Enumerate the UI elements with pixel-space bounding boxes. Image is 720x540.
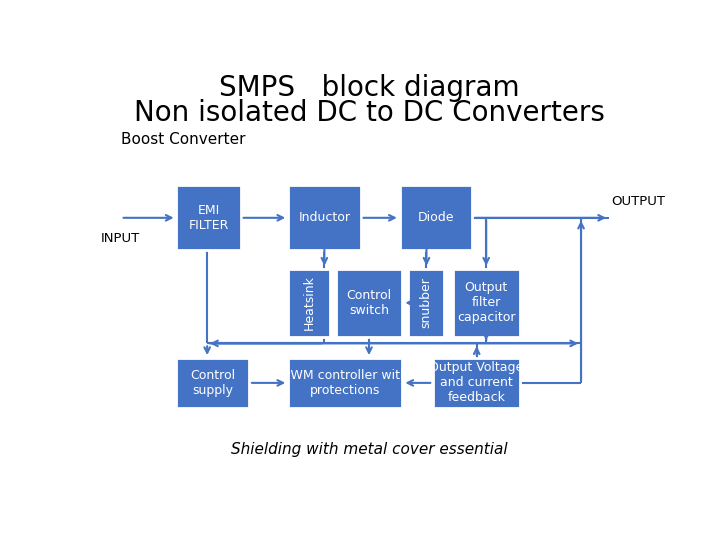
Text: Non isolated DC to DC Converters: Non isolated DC to DC Converters bbox=[134, 99, 604, 126]
Text: INPUT: INPUT bbox=[101, 232, 140, 245]
FancyBboxPatch shape bbox=[176, 358, 249, 408]
FancyBboxPatch shape bbox=[288, 268, 330, 337]
Text: Shielding with metal cover essential: Shielding with metal cover essential bbox=[230, 442, 508, 457]
Text: Control
supply: Control supply bbox=[190, 369, 235, 397]
Text: SMPS   block diagram: SMPS block diagram bbox=[219, 73, 519, 102]
Text: Output Voltage
and current
feedback: Output Voltage and current feedback bbox=[429, 361, 523, 404]
Text: Control
switch: Control switch bbox=[346, 289, 392, 317]
Text: PWM controller with
protections: PWM controller with protections bbox=[283, 369, 408, 397]
Text: snubber: snubber bbox=[420, 278, 433, 328]
FancyBboxPatch shape bbox=[176, 185, 240, 250]
FancyBboxPatch shape bbox=[288, 358, 402, 408]
Text: Inductor: Inductor bbox=[298, 211, 351, 224]
Text: Boost Converter: Boost Converter bbox=[121, 132, 246, 147]
Text: OUTPUT: OUTPUT bbox=[612, 195, 666, 208]
FancyBboxPatch shape bbox=[400, 185, 472, 250]
FancyBboxPatch shape bbox=[433, 358, 520, 408]
Text: EMI
FILTER: EMI FILTER bbox=[189, 204, 229, 232]
Text: Output
filter
capacitor: Output filter capacitor bbox=[457, 281, 516, 325]
Text: Diode: Diode bbox=[418, 211, 454, 224]
FancyBboxPatch shape bbox=[336, 268, 402, 337]
FancyBboxPatch shape bbox=[408, 268, 444, 337]
FancyBboxPatch shape bbox=[453, 268, 520, 337]
FancyBboxPatch shape bbox=[288, 185, 361, 250]
Text: Heatsink: Heatsink bbox=[302, 275, 315, 330]
